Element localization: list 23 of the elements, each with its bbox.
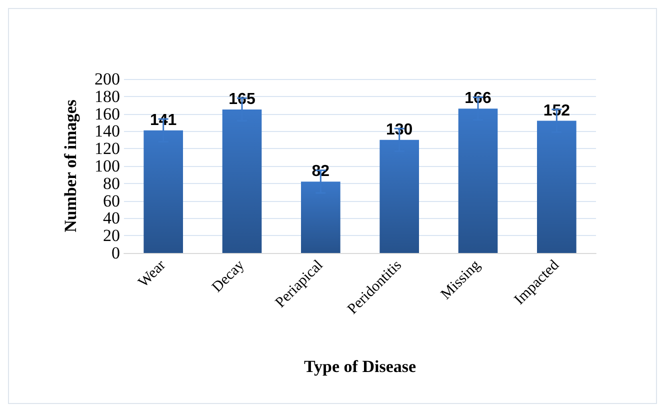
data-label: 130 <box>386 121 413 138</box>
y-tick-label: 80 <box>103 174 120 193</box>
y-axis-title: Number of images <box>61 99 80 232</box>
data-label: 82 <box>312 163 330 180</box>
bar <box>301 182 340 253</box>
y-tick-label: 100 <box>94 156 120 176</box>
x-tick-label: Wear <box>136 257 169 291</box>
y-tick-label: 180 <box>94 86 120 106</box>
bar <box>458 108 498 253</box>
bar <box>222 109 262 253</box>
y-tick-label: 160 <box>94 104 120 124</box>
bar <box>380 140 419 253</box>
y-tick-label: 140 <box>94 122 120 141</box>
y-tick-label: 120 <box>94 139 120 158</box>
y-tick-label: 60 <box>103 191 120 210</box>
x-axis-title: Type of Disease <box>304 357 416 376</box>
y-tick-label: 20 <box>103 226 120 246</box>
data-label: 141 <box>150 112 177 129</box>
y-tick-label: 200 <box>94 70 120 88</box>
y-tick-label: 0 <box>112 244 120 262</box>
y-tick-label: 40 <box>103 208 120 228</box>
bar <box>537 120 576 253</box>
bar <box>144 130 183 253</box>
